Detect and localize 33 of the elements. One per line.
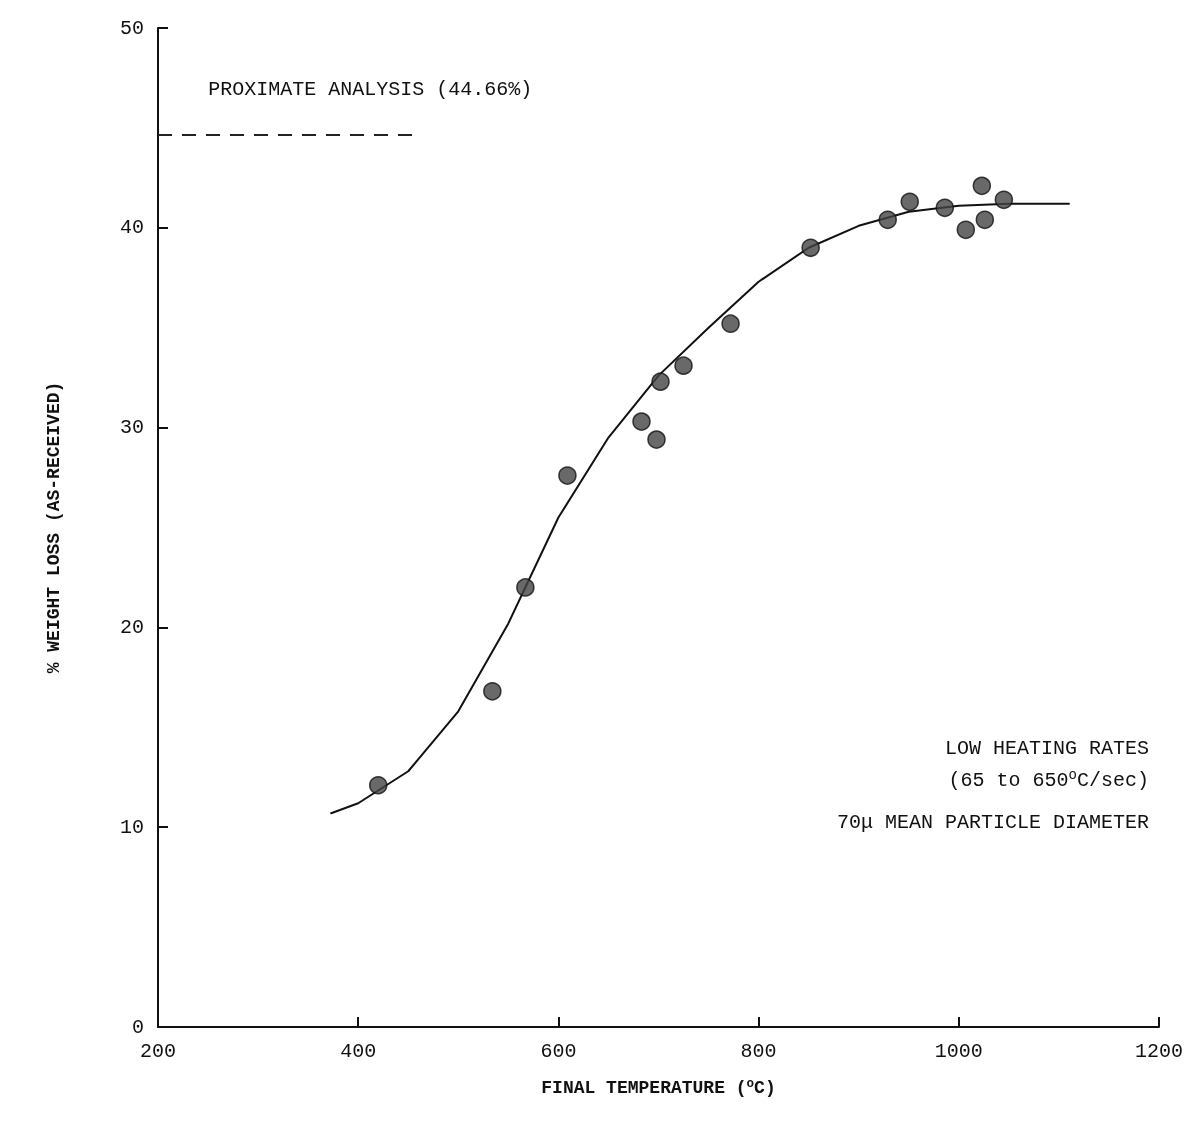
y-tick-label: 0 (131, 1015, 144, 1039)
x-tick-label: 600 (540, 1039, 577, 1063)
point (368, 776, 388, 795)
point (721, 314, 740, 333)
x-tick-label: 1200 (1134, 1039, 1184, 1063)
y-tick-label: 50 (119, 16, 144, 40)
point (483, 682, 502, 701)
point (994, 190, 1014, 210)
annotation: LOW HEATING RATES (944, 736, 1150, 760)
x-tick-label: 400 (340, 1039, 377, 1063)
y-tick-label: 30 (119, 416, 144, 440)
point (878, 210, 897, 230)
annotation: 70μ MEAN PARTICLE DIAMETER (836, 810, 1150, 834)
point (900, 192, 919, 212)
ref-line-label: PROXIMATE ANALYSIS (44.66%) (208, 78, 533, 102)
point (516, 578, 535, 597)
x-tick-label: 200 (139, 1039, 177, 1063)
point (801, 238, 820, 258)
point (651, 372, 670, 391)
point (935, 198, 955, 218)
point (674, 356, 693, 375)
point (647, 430, 666, 449)
y-axis-title: % WEIGHT LOSS (AS-RECEIVED) (44, 381, 64, 674)
x-tick-label: 800 (740, 1039, 777, 1063)
point (975, 210, 995, 230)
y-tick-label: 20 (119, 615, 144, 639)
point (632, 412, 651, 431)
y-tick-label: 40 (119, 216, 144, 240)
x-tick-label: 1000 (934, 1039, 983, 1063)
point (972, 176, 992, 196)
point (558, 466, 577, 485)
y-tick-label: 10 (119, 815, 144, 839)
point (956, 220, 976, 240)
